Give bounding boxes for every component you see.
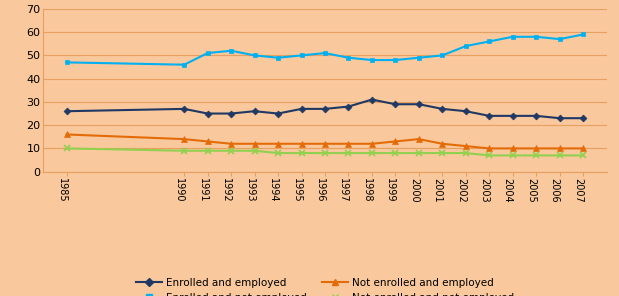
Text: 2006: 2006 bbox=[550, 178, 560, 202]
Text: 1993: 1993 bbox=[245, 178, 254, 202]
Text: 1997: 1997 bbox=[339, 178, 348, 202]
Text: 1985: 1985 bbox=[57, 178, 67, 202]
Text: 2000: 2000 bbox=[409, 178, 419, 202]
Text: 2004: 2004 bbox=[503, 178, 513, 202]
Legend: Enrolled and employed, Enrolled and not employed, Not enrolled and employed, Not: Enrolled and employed, Enrolled and not … bbox=[136, 278, 514, 296]
Text: 2001: 2001 bbox=[432, 178, 443, 202]
Text: 1992: 1992 bbox=[221, 178, 231, 202]
Text: 2003: 2003 bbox=[479, 178, 489, 202]
Text: 2007: 2007 bbox=[573, 178, 583, 202]
Text: 1999: 1999 bbox=[386, 178, 396, 202]
Text: 1991: 1991 bbox=[197, 178, 207, 202]
Text: 2005: 2005 bbox=[526, 178, 536, 202]
Text: 1998: 1998 bbox=[362, 178, 372, 202]
Text: 2002: 2002 bbox=[456, 178, 465, 202]
Text: 1990: 1990 bbox=[174, 178, 184, 202]
Text: 1996: 1996 bbox=[315, 178, 325, 202]
Text: 1995: 1995 bbox=[292, 178, 301, 202]
Text: 1994: 1994 bbox=[268, 178, 278, 202]
